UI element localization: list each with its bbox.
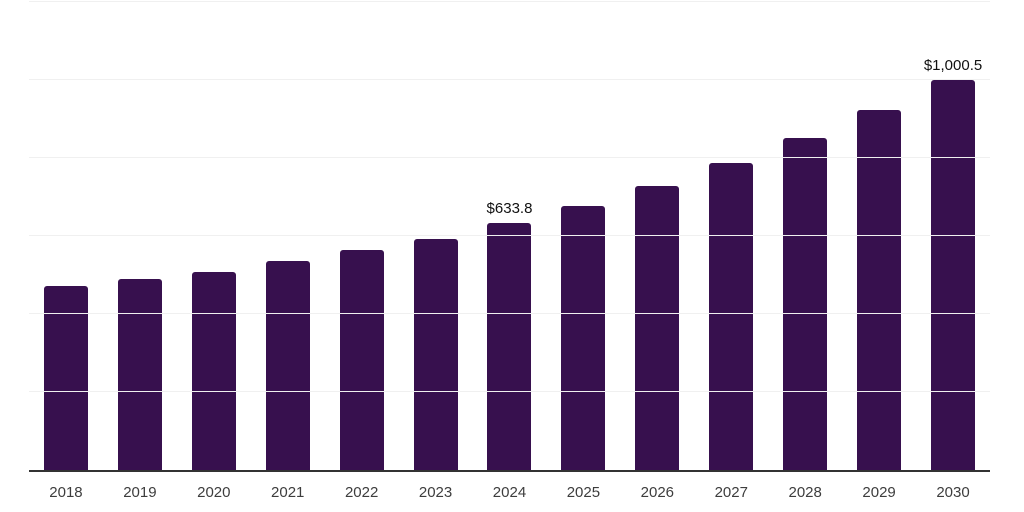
bar-band-2020 [177, 2, 251, 470]
x-tick-label-2020: 2020 [197, 484, 231, 501]
x-axis-line [29, 470, 990, 472]
bar-band-2025 [546, 2, 620, 470]
bar-band-2019 [103, 2, 177, 470]
bar-band-2022 [325, 2, 399, 470]
bar-2018 [43, 286, 88, 470]
bar-band-2030: $1,000.5 [916, 2, 990, 470]
bar-2030 [931, 79, 976, 470]
bar-2025 [561, 206, 606, 470]
x-tick-label-2028: 2028 [788, 484, 822, 501]
bar-band-2023 [399, 2, 473, 470]
bar-band-2021 [251, 2, 325, 470]
x-tick-label-2029: 2029 [862, 484, 896, 501]
bar-2026 [635, 186, 680, 470]
gridline [29, 391, 990, 392]
gridline [29, 1, 990, 2]
bars-row: $633.8 $1,000.5 [29, 2, 990, 470]
bar-band-2028 [768, 2, 842, 470]
data-label-2030: $1,000.5 [923, 56, 983, 74]
bar-2027 [709, 163, 754, 470]
x-tick-label-2021: 2021 [271, 484, 305, 501]
x-tick-label-2019: 2019 [123, 484, 157, 501]
bar-band-2026 [620, 2, 694, 470]
x-tick-label-2024: 2024 [492, 484, 527, 501]
bar-2024 [487, 222, 532, 470]
bar-2022 [339, 250, 384, 470]
bar-2028 [783, 138, 828, 470]
x-tick-label-2027: 2027 [714, 484, 748, 501]
bar-2029 [857, 110, 902, 470]
x-axis-labels: 2018 2019 2020 2021 2022 2023 2024 2025 2026 2027… [29, 485, 990, 500]
gridline [29, 235, 990, 236]
bar-band-2024: $633.8 [473, 2, 547, 470]
bar-band-2018 [29, 2, 103, 470]
x-tick-label-2030: 2030 [936, 484, 970, 501]
bar-band-2029 [842, 2, 916, 470]
bar-2023 [413, 238, 458, 470]
bar-2021 [265, 261, 310, 470]
bar-band-2027 [694, 2, 768, 470]
x-tick-label-2025: 2025 [566, 484, 601, 501]
bar-2019 [117, 279, 162, 470]
plot-area: $633.8 $1,000.5 [29, 1, 990, 470]
x-tick-label-2018: 2018 [49, 484, 83, 501]
x-tick-label-2023: 2023 [418, 484, 453, 501]
gridline [29, 313, 990, 314]
data-label-2024: $633.8 [486, 199, 533, 217]
bar-2020 [191, 271, 236, 470]
x-tick-label-2026: 2026 [640, 484, 675, 501]
x-tick-label-2022: 2022 [344, 484, 379, 501]
gridline [29, 79, 990, 80]
gridline [29, 157, 990, 158]
